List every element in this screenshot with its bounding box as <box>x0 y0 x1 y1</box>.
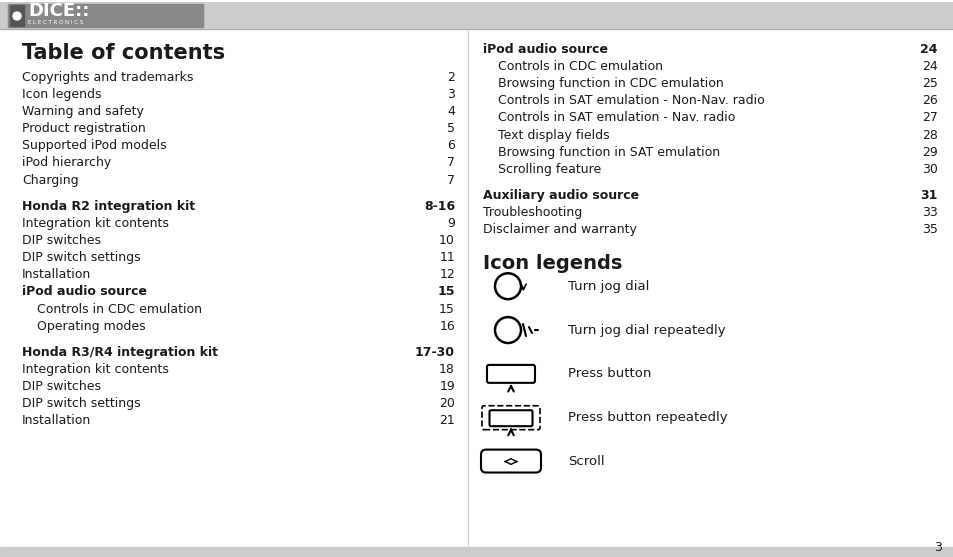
Text: 17-30: 17-30 <box>415 346 455 359</box>
Polygon shape <box>10 5 24 26</box>
FancyBboxPatch shape <box>486 365 535 383</box>
Text: Installation: Installation <box>22 414 91 427</box>
Text: 8-16: 8-16 <box>423 200 455 213</box>
Text: 29: 29 <box>922 146 937 159</box>
Text: Integration kit contents: Integration kit contents <box>22 363 169 376</box>
Circle shape <box>13 12 21 20</box>
Text: iPod audio source: iPod audio source <box>482 43 607 56</box>
Text: Warning and safety: Warning and safety <box>22 105 144 118</box>
Text: Browsing function in CDC emulation: Browsing function in CDC emulation <box>497 77 723 90</box>
Text: Icon legends: Icon legends <box>482 255 621 273</box>
Text: Operating modes: Operating modes <box>37 320 146 333</box>
Text: 7: 7 <box>447 157 455 169</box>
Text: DIP switch settings: DIP switch settings <box>22 251 140 264</box>
Text: Press button: Press button <box>567 368 651 380</box>
Text: 18: 18 <box>438 363 455 376</box>
Text: 25: 25 <box>922 77 937 90</box>
Text: Honda R2 integration kit: Honda R2 integration kit <box>22 200 195 213</box>
Text: Text display fields: Text display fields <box>497 129 609 141</box>
Text: 28: 28 <box>922 129 937 141</box>
Text: 2: 2 <box>447 71 455 84</box>
Text: 15: 15 <box>437 285 455 299</box>
Text: Honda R3/R4 integration kit: Honda R3/R4 integration kit <box>22 346 218 359</box>
Text: Browsing function in SAT emulation: Browsing function in SAT emulation <box>497 146 720 159</box>
Text: 21: 21 <box>438 414 455 427</box>
Text: Press button repeatedly: Press button repeatedly <box>567 411 727 424</box>
Text: Product registration: Product registration <box>22 122 146 135</box>
Text: iPod hierarchy: iPod hierarchy <box>22 157 112 169</box>
Text: 19: 19 <box>438 380 455 393</box>
Text: Controls in CDC emulation: Controls in CDC emulation <box>497 60 662 73</box>
Text: DIP switches: DIP switches <box>22 380 101 393</box>
Text: 20: 20 <box>438 397 455 410</box>
Text: Controls in SAT emulation - Non-Nav. radio: Controls in SAT emulation - Non-Nav. rad… <box>497 94 764 108</box>
Text: 3: 3 <box>447 88 455 101</box>
Text: 10: 10 <box>438 234 455 247</box>
Text: 4: 4 <box>447 105 455 118</box>
Text: 33: 33 <box>922 206 937 219</box>
Text: DICE::: DICE:: <box>28 2 90 20</box>
Text: DIP switches: DIP switches <box>22 234 101 247</box>
Text: Turn jog dial repeatedly: Turn jog dial repeatedly <box>567 324 725 336</box>
Text: Supported iPod models: Supported iPod models <box>22 139 167 153</box>
Text: Integration kit contents: Integration kit contents <box>22 217 169 230</box>
Text: iPod audio source: iPod audio source <box>22 285 147 299</box>
Text: E L E C T R O N I C S: E L E C T R O N I C S <box>28 21 83 26</box>
Bar <box>0 547 953 557</box>
Text: 12: 12 <box>438 268 455 281</box>
Text: Scroll: Scroll <box>567 455 604 468</box>
Text: Controls in CDC emulation: Controls in CDC emulation <box>37 302 202 316</box>
Text: 5: 5 <box>447 122 455 135</box>
Text: Table of contents: Table of contents <box>22 43 225 63</box>
Text: 24: 24 <box>920 43 937 56</box>
Text: 11: 11 <box>438 251 455 264</box>
Text: 31: 31 <box>920 189 937 202</box>
Text: 7: 7 <box>447 174 455 187</box>
Bar <box>8 4 203 27</box>
Text: Scrolling feature: Scrolling feature <box>497 163 600 176</box>
Bar <box>0 2 953 29</box>
FancyBboxPatch shape <box>480 449 540 472</box>
Text: Charging: Charging <box>22 174 78 187</box>
Text: Disclaimer and warranty: Disclaimer and warranty <box>482 223 637 236</box>
FancyBboxPatch shape <box>489 411 532 426</box>
Text: 15: 15 <box>438 302 455 316</box>
Text: 26: 26 <box>922 94 937 108</box>
Text: Icon legends: Icon legends <box>22 88 101 101</box>
Text: 24: 24 <box>922 60 937 73</box>
Text: 35: 35 <box>922 223 937 236</box>
Text: Turn jog dial: Turn jog dial <box>567 280 649 293</box>
Text: 9: 9 <box>447 217 455 230</box>
Text: DIP switch settings: DIP switch settings <box>22 397 140 410</box>
Text: Controls in SAT emulation - Nav. radio: Controls in SAT emulation - Nav. radio <box>497 111 735 124</box>
Text: Troubleshooting: Troubleshooting <box>482 206 581 219</box>
Text: 30: 30 <box>922 163 937 176</box>
Text: 16: 16 <box>438 320 455 333</box>
Text: 27: 27 <box>922 111 937 124</box>
Text: Auxiliary audio source: Auxiliary audio source <box>482 189 639 202</box>
Text: 3: 3 <box>933 541 941 554</box>
Text: 6: 6 <box>447 139 455 153</box>
Text: Installation: Installation <box>22 268 91 281</box>
Text: Copyrights and trademarks: Copyrights and trademarks <box>22 71 193 84</box>
